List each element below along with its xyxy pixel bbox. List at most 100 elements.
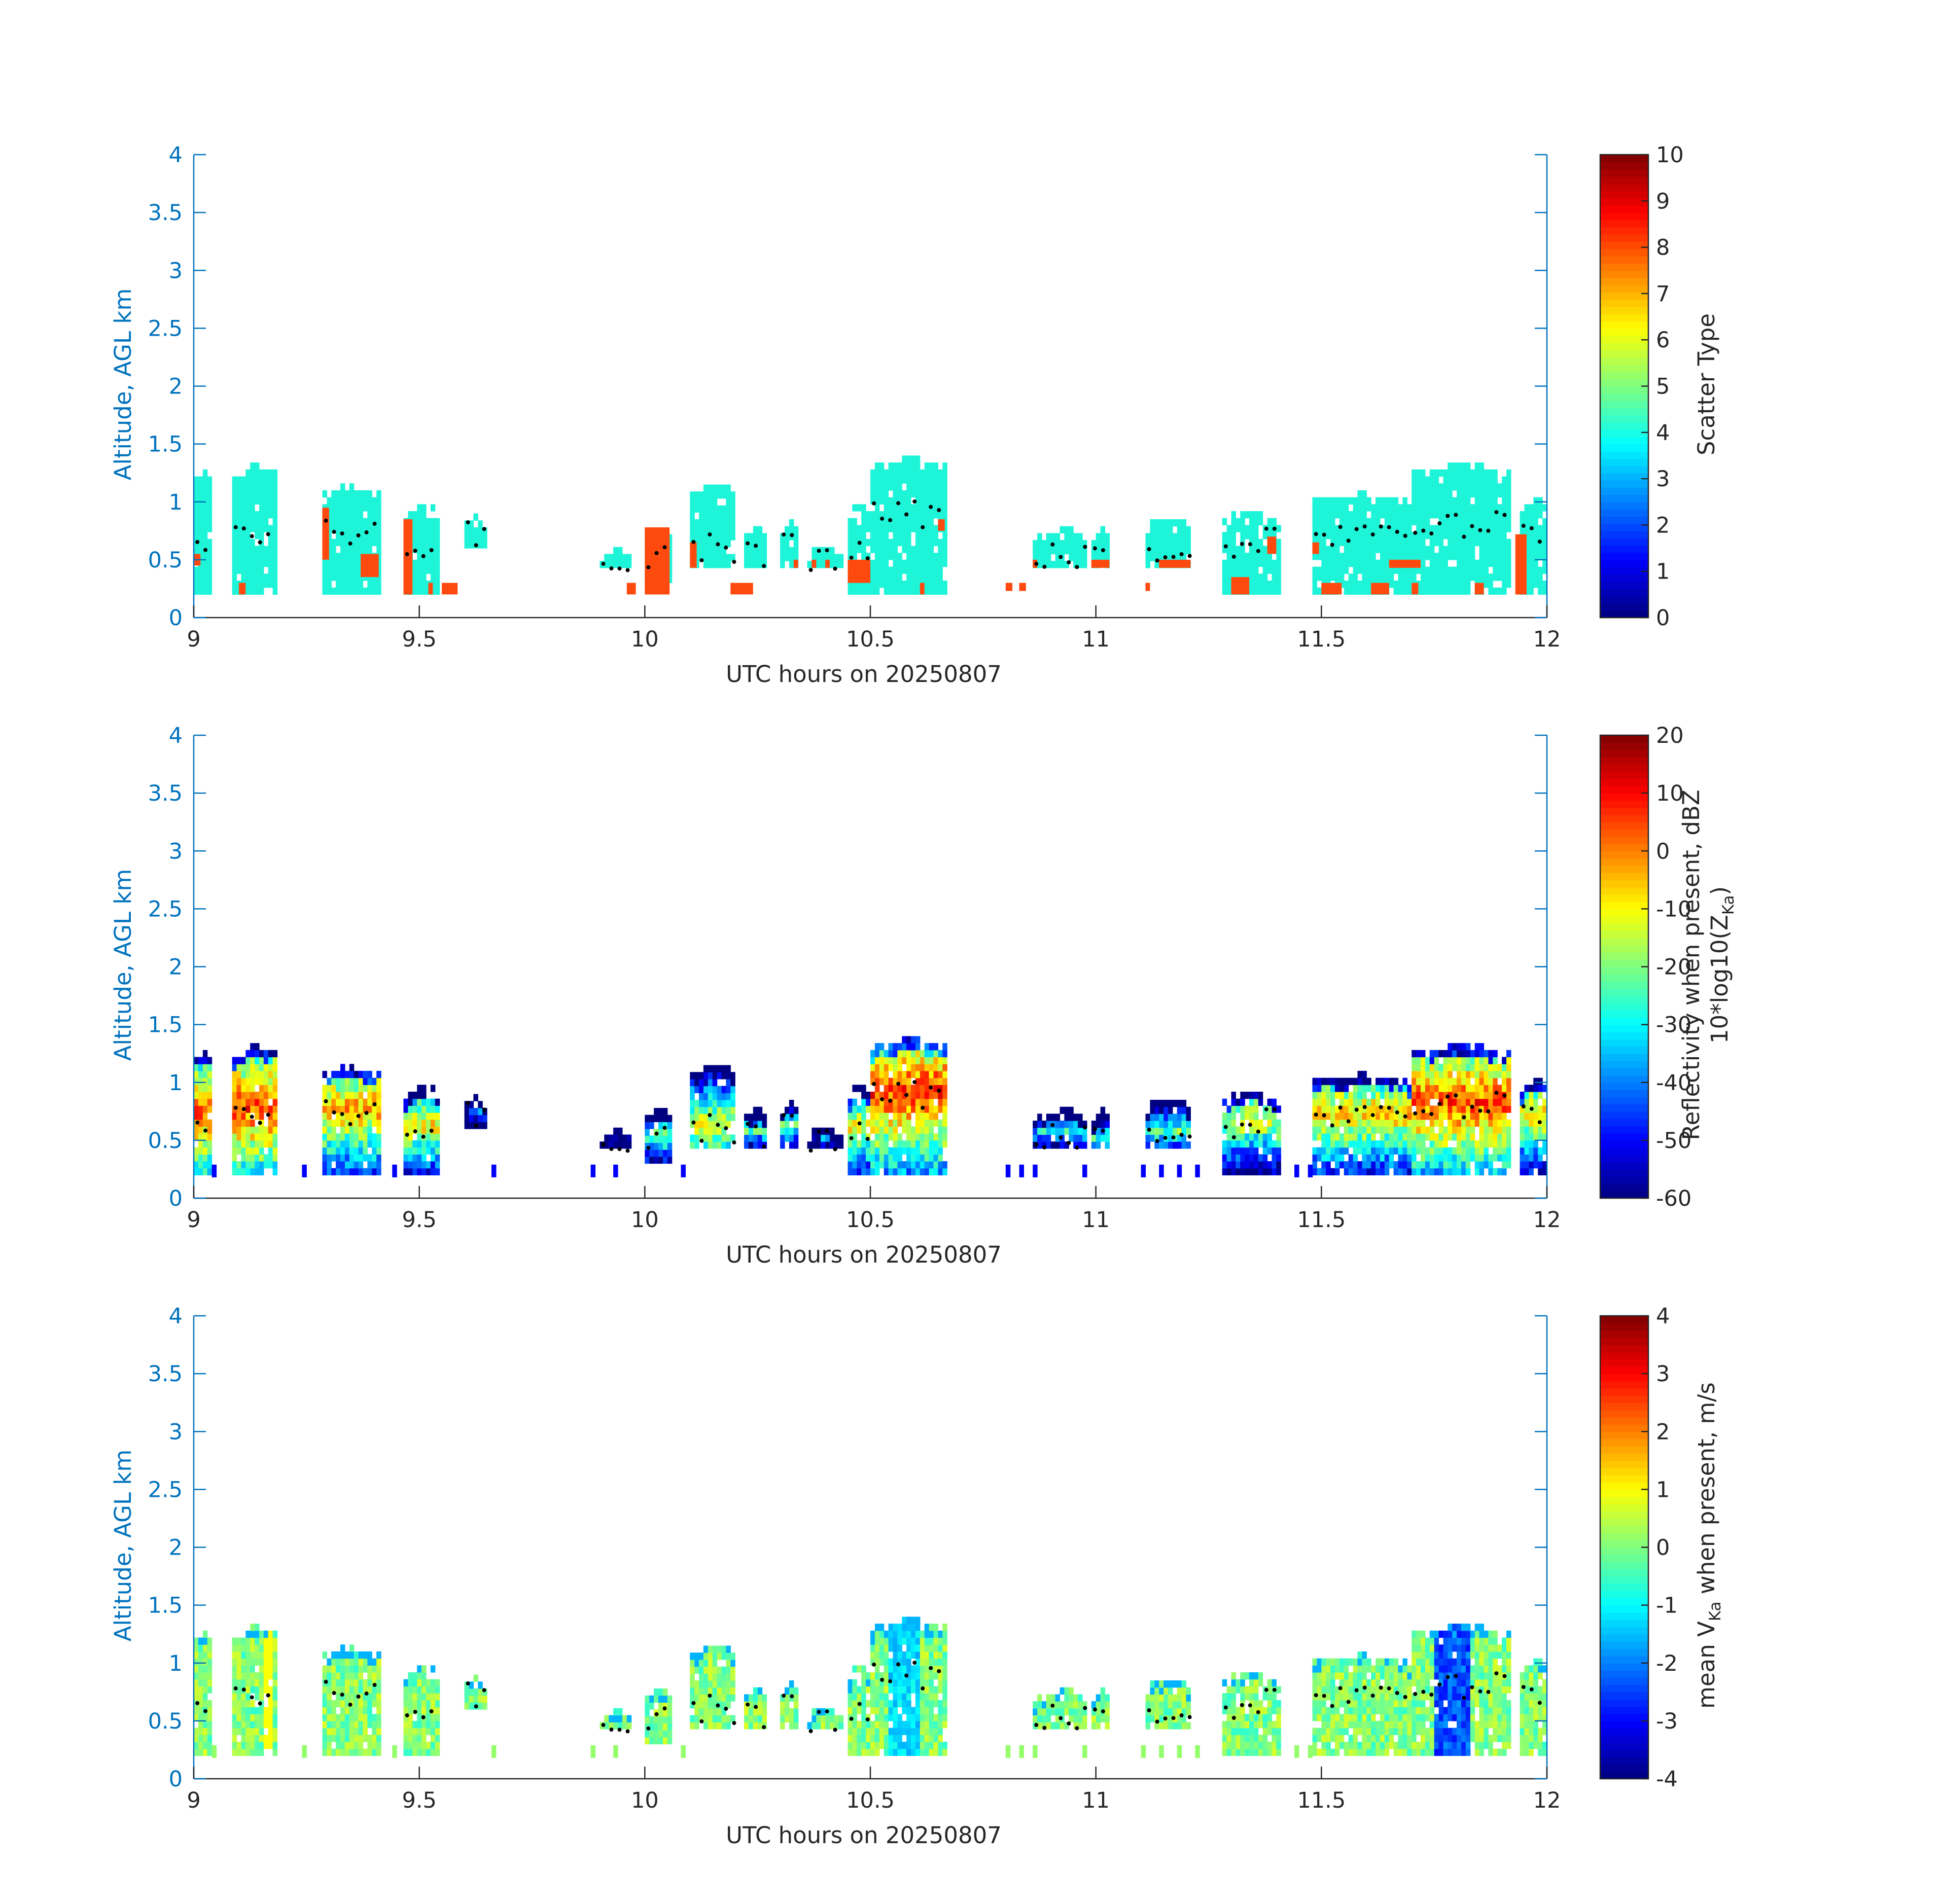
heatmap-cell	[911, 1085, 916, 1092]
heatmap-cell	[1452, 1133, 1457, 1140]
heatmap-cell	[345, 518, 350, 525]
heatmap-cell	[245, 1092, 251, 1099]
heatmap-cell	[938, 1154, 943, 1161]
heatmap-cell	[232, 539, 237, 546]
heatmap-cell	[1344, 1168, 1349, 1175]
heatmap-cell	[478, 534, 483, 542]
heatmap-cell	[1470, 1154, 1475, 1161]
heatmap-cell	[340, 1092, 345, 1099]
heatmap-cell	[1443, 1154, 1449, 1161]
heatmap-cell	[426, 532, 431, 539]
heatmap-cell	[336, 573, 341, 581]
heatmap-cell	[372, 1105, 377, 1112]
heatmap-cell	[198, 477, 203, 484]
cloud-base-marker	[1413, 1111, 1417, 1116]
heatmap-cell	[1019, 1165, 1025, 1177]
heatmap-cell	[694, 1135, 699, 1142]
heatmap-cell	[327, 1154, 332, 1161]
heatmap-cell	[1344, 1161, 1349, 1168]
heatmap-cell-type-8	[1389, 560, 1421, 568]
heatmap-cell	[1529, 511, 1534, 518]
heatmap-cell	[245, 567, 251, 574]
heatmap-cell	[259, 1686, 264, 1693]
heatmap-cell	[942, 483, 947, 490]
heatmap-cell	[717, 519, 722, 526]
heatmap-cell	[889, 1092, 894, 1099]
heatmap-cell	[340, 1085, 345, 1092]
heatmap-cell	[1502, 573, 1507, 581]
heatmap-cell	[1538, 525, 1543, 532]
heatmap-cell	[938, 470, 943, 477]
heatmap-cell	[1245, 1112, 1250, 1120]
heatmap-cell	[879, 1057, 885, 1064]
heatmap-cell	[929, 573, 934, 581]
heatmap-cell	[255, 1644, 260, 1651]
heatmap-cell	[417, 546, 422, 553]
heatmap-cell	[609, 554, 614, 561]
heatmap-cell	[934, 1043, 939, 1050]
heatmap-cell	[404, 1120, 409, 1127]
heatmap-cell	[245, 1707, 251, 1714]
heatmap-cell	[412, 1105, 417, 1112]
heatmap-cell	[875, 1147, 880, 1155]
heatmap-cell	[336, 532, 341, 539]
heatmap-cell	[372, 532, 377, 539]
heatmap-cell	[417, 1112, 422, 1120]
heatmap-cell	[893, 490, 898, 497]
heatmap-cell	[649, 1157, 654, 1164]
heatmap-cell	[1317, 525, 1322, 532]
heatmap-cell	[708, 1086, 713, 1093]
heatmap-cell	[340, 1140, 345, 1147]
heatmap-cell	[1163, 533, 1169, 540]
heatmap-cell	[902, 1168, 907, 1175]
heatmap-cell	[821, 1135, 826, 1142]
heatmap-cell	[349, 490, 355, 497]
heatmap-cell	[331, 539, 336, 546]
heatmap-cell	[1407, 553, 1412, 560]
heatmap-cell	[426, 525, 431, 532]
heatmap-cell	[893, 1057, 898, 1064]
heatmap-cell	[834, 554, 839, 561]
heatmap-cell	[1394, 1099, 1399, 1106]
heatmap-cell	[1249, 1112, 1254, 1120]
heatmap-cell	[929, 1057, 934, 1064]
heatmap-cell	[789, 1100, 794, 1107]
heatmap-cell	[911, 1071, 916, 1078]
heatmap-cell	[1506, 1120, 1511, 1127]
heatmap-cell	[906, 1105, 911, 1112]
heatmap-cell	[1326, 1092, 1331, 1099]
heatmap-cell	[421, 504, 427, 511]
heatmap-cell	[925, 525, 930, 532]
heatmap-cell	[1479, 553, 1485, 560]
heatmap-cell	[1466, 1043, 1471, 1050]
heatmap-cell	[435, 1127, 440, 1134]
heatmap-cell	[1263, 1147, 1268, 1155]
heatmap-cell	[875, 462, 880, 470]
heatmap-cell	[1416, 1161, 1421, 1168]
heatmap-cell	[1362, 532, 1367, 539]
heatmap-cell	[1475, 567, 1480, 574]
heatmap-cell	[1064, 1113, 1069, 1121]
heatmap-cell	[1479, 1050, 1485, 1057]
heatmap-cell	[925, 483, 930, 490]
heatmap-cell	[1506, 525, 1511, 532]
heatmap-cell	[884, 1127, 889, 1134]
heatmap-cell	[426, 567, 431, 574]
heatmap-cell	[336, 588, 341, 595]
heatmap-cell	[830, 1135, 835, 1142]
heatmap-cell	[785, 1135, 790, 1142]
heatmap-cell	[203, 1092, 208, 1099]
scatter-type-y-axis-label: Altitude, AGL km	[110, 289, 136, 481]
cloud-base-marker	[1437, 521, 1441, 525]
heatmap-cell	[1538, 1078, 1543, 1085]
heatmap-cell	[1249, 560, 1254, 567]
heatmap-cell	[1488, 1092, 1493, 1099]
heatmap-cell	[703, 491, 709, 498]
heatmap-cell	[1362, 1154, 1367, 1161]
heatmap-cell	[232, 532, 237, 539]
heatmap-cell	[473, 527, 478, 534]
heatmap-cell	[875, 1043, 880, 1050]
heatmap-cell	[915, 470, 921, 477]
heatmap-cell	[1466, 1078, 1471, 1085]
heatmap-cell	[879, 539, 885, 546]
